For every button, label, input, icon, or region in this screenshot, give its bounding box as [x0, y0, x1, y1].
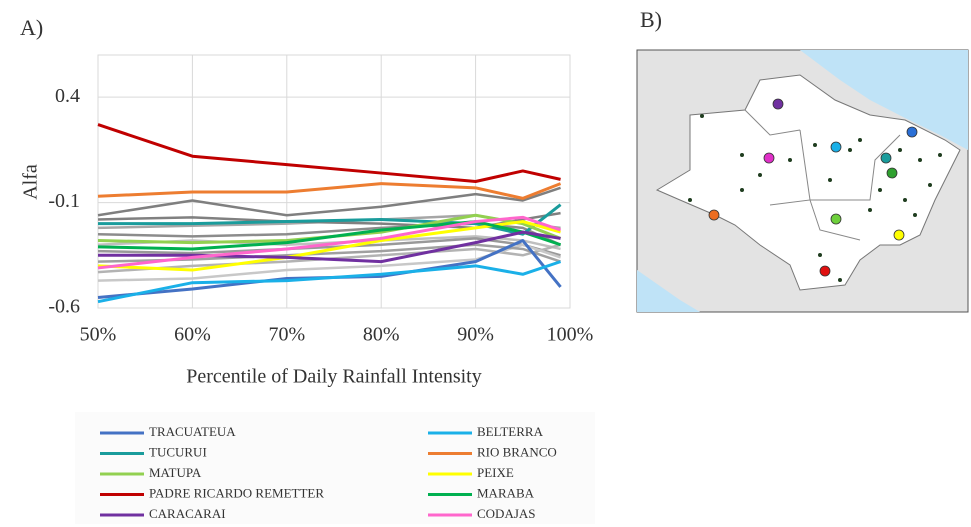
x-axis-label: Percentile of Daily Rainfall Intensity: [186, 366, 481, 388]
series-line: [98, 230, 561, 264]
borders: [744, 109, 901, 241]
background-line: [97, 243, 561, 282]
series-line: [97, 215, 562, 270]
series-line: [97, 239, 562, 299]
stations: [688, 114, 942, 282]
legend-label: MATUPA: [149, 465, 202, 480]
series-line: [97, 182, 562, 200]
y-tick-label: -0.6: [48, 296, 80, 318]
background-line: [97, 243, 561, 274]
x-tick-label: 60%: [174, 324, 211, 346]
y-axis-label: Alfa: [20, 164, 42, 200]
legend-label: TUCURUI: [149, 444, 207, 459]
x-tick-label: 90%: [457, 324, 494, 346]
x-tick-label: 80%: [363, 324, 400, 346]
series-line: [97, 213, 562, 245]
y-tick-label: 0.4: [55, 85, 80, 107]
region: [655, 74, 961, 291]
background-line: [97, 186, 561, 217]
x-tick-label: 100%: [547, 324, 594, 346]
panel-label: A): [20, 15, 43, 40]
legend-label: CARACARAI: [149, 506, 226, 521]
legend-box: [75, 412, 595, 524]
x-tick-label: 70%: [268, 324, 305, 346]
series-line: [97, 220, 561, 272]
series-line: [98, 203, 562, 236]
highlighted-stations: [708, 98, 918, 277]
legend-label: TRACUATEUA: [149, 424, 236, 439]
legend-label: CODAJAS: [477, 506, 536, 521]
map-label: B): [640, 7, 662, 32]
x-tick-label: 50%: [80, 324, 117, 346]
background-line: [97, 211, 561, 230]
y-tick-label: -0.1: [48, 190, 80, 212]
map: [636, 49, 969, 313]
series-line: [97, 260, 562, 304]
background-line: [97, 243, 561, 263]
ocean: [637, 270, 700, 312]
legend-label: PEIXE: [477, 465, 514, 480]
background-line: [97, 222, 562, 246]
legend-label: MARABA: [477, 485, 535, 500]
ocean: [800, 50, 968, 150]
legend-label: RIO BRANCO: [477, 444, 557, 459]
legend-label: BELTERRA: [477, 424, 544, 439]
legend-label: PADRE RICARDO REMETTER: [149, 485, 324, 500]
series-line: [97, 123, 561, 183]
